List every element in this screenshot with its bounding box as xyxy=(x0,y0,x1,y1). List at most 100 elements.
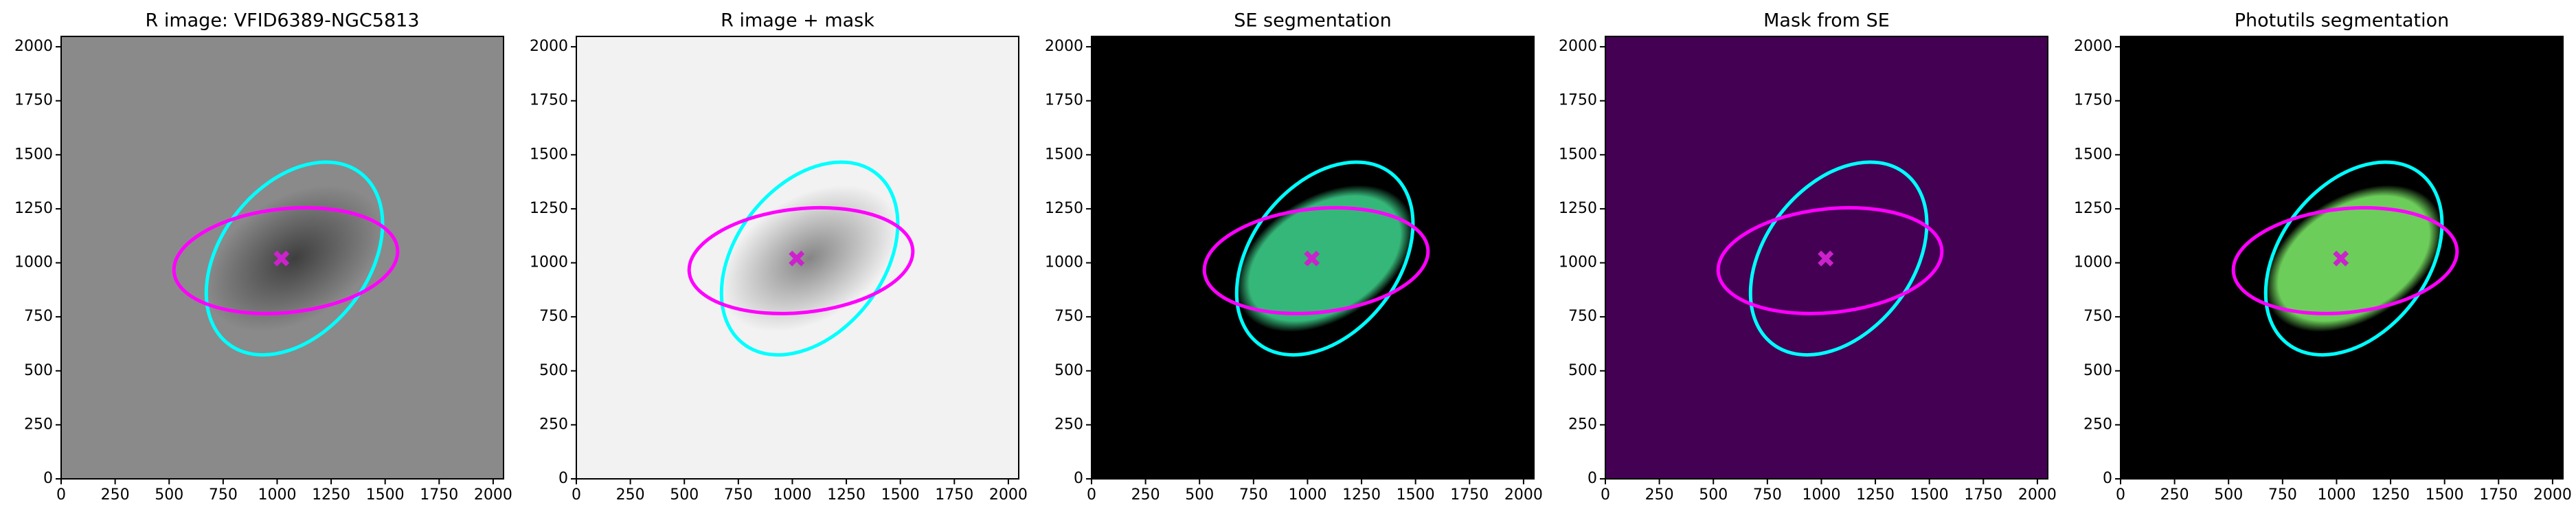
y-tick-label: 2000 xyxy=(1045,38,1083,55)
x-tick-label: 500 xyxy=(1185,486,1214,504)
y-tick-label: 2000 xyxy=(1559,38,1597,55)
x-tick-label: 750 xyxy=(1239,486,1268,504)
x-tick-label: 1000 xyxy=(258,486,296,504)
x-tick-label: 1500 xyxy=(366,486,405,504)
y-tick-label: 250 xyxy=(1568,416,1597,433)
x-tick-label: 1750 xyxy=(2479,486,2518,504)
x-tick-label: 1500 xyxy=(881,486,920,504)
galaxy xyxy=(721,185,899,333)
y-tick-label: 500 xyxy=(539,362,568,379)
center-marker xyxy=(273,250,290,267)
y-tick-label: 0 xyxy=(558,470,568,487)
x-tick-label: 2000 xyxy=(474,486,512,504)
x-tick-label: 1500 xyxy=(2426,486,2464,504)
ellipse xyxy=(2231,205,2459,315)
y-tick-label: 1000 xyxy=(1559,254,1597,271)
x-tick-label: 1250 xyxy=(1342,486,1381,504)
y-tick-label: 0 xyxy=(43,470,53,487)
ellipse xyxy=(204,160,385,357)
y-tick-label: 750 xyxy=(1568,308,1597,325)
galaxy xyxy=(1236,185,1414,333)
y-tick-label: 750 xyxy=(1054,308,1083,325)
y-tick-label: 1750 xyxy=(14,92,53,109)
x-tick-label: 2000 xyxy=(2018,486,2057,504)
center-marker xyxy=(2333,250,2349,267)
x-tick-label: 1250 xyxy=(312,486,350,504)
x-tick-label: 0 xyxy=(1601,486,1610,504)
center-marker xyxy=(1304,250,1320,267)
panel: Mask from SE 0 250 500 750 1000 1250 1500 1750 20… xyxy=(1559,10,2057,504)
panel: R image: VFID6389-NGC5813 0 250 500 750 1000 1… xyxy=(14,10,512,504)
x-tick-label: 250 xyxy=(1131,486,1160,504)
x-tick-label: 1250 xyxy=(827,486,866,504)
x-tick-label: 1750 xyxy=(1964,486,2002,504)
ellipse xyxy=(1202,205,1430,315)
y-tick-label: 1750 xyxy=(1559,92,1597,109)
x-tick-label: 0 xyxy=(56,486,66,504)
y-tick-label: 1500 xyxy=(1559,146,1597,163)
y-tick-label: 250 xyxy=(1054,416,1083,433)
y-tick-label: 1250 xyxy=(1045,200,1083,217)
x-tick-label: 1750 xyxy=(1450,486,1489,504)
y-tick-label: 500 xyxy=(1054,362,1083,379)
panel: Photutils segmentation 0 250 500 750 1000 1250… xyxy=(2074,10,2572,504)
y-tick-label: 500 xyxy=(1568,362,1597,379)
ellipse xyxy=(1716,205,1944,315)
x-tick-label: 1750 xyxy=(935,486,973,504)
x-tick-label: 1250 xyxy=(2371,486,2410,504)
y-tick-label: 750 xyxy=(24,308,53,325)
y-tick-label: 1500 xyxy=(2074,146,2112,163)
y-tick-label: 1750 xyxy=(1045,92,1083,109)
x-tick-label: 250 xyxy=(616,486,645,504)
x-tick-label: 500 xyxy=(1699,486,1728,504)
ellipse xyxy=(172,205,400,315)
y-tick-label: 1000 xyxy=(2074,254,2112,271)
y-tick-label: 250 xyxy=(2083,416,2112,433)
x-tick-label: 250 xyxy=(1645,486,1674,504)
y-tick-label: 2000 xyxy=(530,38,568,55)
x-tick-label: 0 xyxy=(1087,486,1096,504)
y-tick-label: 1250 xyxy=(530,200,568,217)
axes-frame xyxy=(1605,36,2048,480)
y-tick-label: 1500 xyxy=(14,146,53,163)
ellipse xyxy=(687,205,915,315)
y-tick-label: 2000 xyxy=(14,38,53,55)
x-tick-label: 1750 xyxy=(420,486,458,504)
y-tick-label: 0 xyxy=(1074,470,1083,487)
x-tick-label: 750 xyxy=(724,486,753,504)
x-tick-label: 2000 xyxy=(1504,486,1543,504)
y-tick-label: 1000 xyxy=(1045,254,1083,271)
galaxy xyxy=(205,185,383,333)
y-tick-label: 750 xyxy=(2083,308,2112,325)
x-tick-label: 250 xyxy=(2160,486,2189,504)
panel-title: R image: VFID6389-NGC5813 xyxy=(145,10,419,32)
y-tick-label: 1000 xyxy=(530,254,568,271)
x-tick-label: 1250 xyxy=(1856,486,1895,504)
y-tick-label: 1750 xyxy=(2074,92,2112,109)
y-tick-label: 1500 xyxy=(1045,146,1083,163)
y-tick-label: 2000 xyxy=(2074,38,2112,55)
x-tick-label: 500 xyxy=(670,486,699,504)
x-tick-label: 1000 xyxy=(1802,486,1840,504)
x-tick-label: 250 xyxy=(101,486,130,504)
y-tick-label: 0 xyxy=(1588,470,1597,487)
axes-frame xyxy=(2120,36,2564,480)
x-tick-label: 1000 xyxy=(1288,486,1326,504)
panel-title: R image + mask xyxy=(721,10,874,32)
galaxy xyxy=(1750,185,1928,333)
x-tick-label: 1000 xyxy=(2317,486,2355,504)
ellipse xyxy=(2263,160,2444,357)
x-tick-label: 500 xyxy=(2214,486,2243,504)
y-tick-label: 1000 xyxy=(14,254,53,271)
x-tick-label: 0 xyxy=(2116,486,2125,504)
y-tick-label: 250 xyxy=(24,416,53,433)
y-tick-label: 250 xyxy=(539,416,568,433)
y-tick-label: 1250 xyxy=(14,200,53,217)
y-tick-label: 1250 xyxy=(2074,200,2112,217)
y-tick-label: 500 xyxy=(2083,362,2112,379)
center-marker xyxy=(789,250,805,267)
y-tick-label: 1750 xyxy=(530,92,568,109)
center-marker xyxy=(1818,250,1834,267)
ellipse xyxy=(1748,160,1929,357)
galaxy xyxy=(2265,185,2443,333)
